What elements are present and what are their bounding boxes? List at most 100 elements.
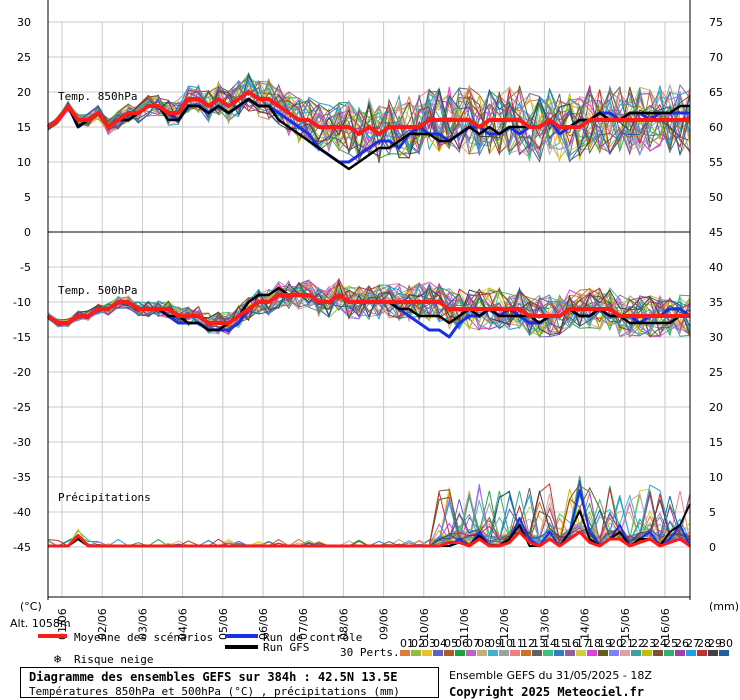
mean-legend-swatch bbox=[38, 634, 67, 638]
pert-id-label: 30 bbox=[719, 637, 733, 650]
pert-id-label: 21 bbox=[620, 637, 634, 650]
pert-color-swatch bbox=[510, 650, 520, 656]
date-tick-label: 15/06 bbox=[619, 608, 632, 640]
chart-subtitle: Températures 850hPa et 500hPa (°C) , pré… bbox=[29, 685, 400, 698]
gfs-legend-swatch bbox=[225, 645, 258, 649]
date-tick-label: 06/06 bbox=[257, 608, 270, 640]
right-tick-label: 10 bbox=[709, 471, 723, 484]
pert-id-label: 23 bbox=[642, 637, 656, 650]
pert-color-swatch bbox=[444, 650, 454, 656]
date-tick-label: 09/06 bbox=[378, 608, 391, 640]
member-850-line bbox=[47, 72, 691, 155]
mean-500-line bbox=[46, 293, 690, 325]
run-info: Ensemble GEFS du 31/05/2025 - 18Z bbox=[449, 669, 652, 682]
pert-color-swatch bbox=[499, 650, 509, 656]
panel-label: Temp. 850hPa bbox=[58, 90, 137, 103]
left-tick-label: 0 bbox=[24, 226, 31, 239]
date-tick-label: 03/06 bbox=[136, 608, 149, 640]
pert-color-swatch bbox=[587, 650, 597, 656]
pert-color-swatch bbox=[675, 650, 685, 656]
pert-color-swatch bbox=[422, 650, 432, 656]
perts-label: 30 Perts. bbox=[340, 646, 400, 659]
pert-id-label: 16 bbox=[565, 637, 579, 650]
pert-color-swatch bbox=[466, 650, 476, 656]
pert-id-label: 09 bbox=[488, 637, 502, 650]
pert-id-label: 03 bbox=[422, 637, 436, 650]
pert-color-swatch bbox=[521, 650, 531, 656]
pert-color-swatch bbox=[455, 650, 465, 656]
pert-id-label: 29 bbox=[708, 637, 722, 650]
date-tick-label: 10/06 bbox=[418, 608, 431, 640]
right-tick-label: 20 bbox=[709, 401, 723, 414]
pert-color-swatch bbox=[576, 650, 586, 656]
pert-id-label: 25 bbox=[664, 637, 678, 650]
pert-id-label: 27 bbox=[686, 637, 700, 650]
pert-id-label: 20 bbox=[609, 637, 623, 650]
left-tick-label: -40 bbox=[13, 506, 31, 519]
right-unit-label: (mm) bbox=[709, 600, 739, 613]
right-tick-label: 55 bbox=[709, 156, 723, 169]
left-tick-label: 5 bbox=[24, 191, 31, 204]
right-tick-label: 15 bbox=[709, 436, 723, 449]
main-series bbox=[46, 90, 691, 548]
snow-legend-label: Risque neige bbox=[74, 653, 153, 666]
left-unit-label: (°C) bbox=[20, 600, 42, 613]
left-tick-label: -20 bbox=[13, 366, 31, 379]
pert-id-label: 14 bbox=[543, 637, 557, 650]
right-tick-label: 60 bbox=[709, 121, 723, 134]
pert-id-label: 19 bbox=[598, 637, 612, 650]
left-tick-label: 25 bbox=[17, 51, 31, 64]
left-tick-label: 20 bbox=[17, 86, 31, 99]
date-tick-label: 05/06 bbox=[217, 608, 230, 640]
pert-color-swatch bbox=[565, 650, 575, 656]
pert-id-label: 02 bbox=[411, 637, 425, 650]
date-tick-label: 11/06 bbox=[458, 608, 471, 640]
pert-color-swatch bbox=[411, 650, 421, 656]
gfs-legend-label: Run GFS bbox=[263, 641, 309, 654]
pert-color-swatch bbox=[620, 650, 630, 656]
pert-id-label: 05 bbox=[444, 637, 458, 650]
left-tick-label: -25 bbox=[13, 401, 31, 414]
pert-id-label: 06 bbox=[455, 637, 469, 650]
left-tick-label: -30 bbox=[13, 436, 31, 449]
right-tick-label: 75 bbox=[709, 16, 723, 29]
left-tick-label: -15 bbox=[13, 331, 31, 344]
pert-id-label: 18 bbox=[587, 637, 601, 650]
pert-id-label: 28 bbox=[697, 637, 711, 650]
pert-color-swatch bbox=[433, 650, 443, 656]
pert-id-label: 24 bbox=[653, 637, 667, 650]
pert-id-label: 11 bbox=[510, 637, 524, 650]
left-tick-label: 30 bbox=[17, 16, 31, 29]
left-tick-label: -35 bbox=[13, 471, 31, 484]
date-tick-label: 12/06 bbox=[498, 608, 511, 640]
left-tick-label: 15 bbox=[17, 121, 31, 134]
mean-precip-line bbox=[48, 530, 691, 548]
panel-label: Temp. 500hPa bbox=[58, 284, 137, 297]
pert-color-swatch bbox=[609, 650, 619, 656]
panel-label: Précipitations bbox=[58, 491, 151, 504]
right-tick-label: 35 bbox=[709, 296, 723, 309]
right-tick-label: 50 bbox=[709, 191, 723, 204]
left-tick-label: 10 bbox=[17, 156, 31, 169]
chart-labels: 302520151050-5-10-15-20-25-30-35-40-4575… bbox=[10, 16, 739, 640]
left-tick-label: -45 bbox=[13, 541, 31, 554]
pert-id-label: 22 bbox=[631, 637, 645, 650]
mean-legend-label: Moyenne des scénarios bbox=[74, 631, 213, 644]
member-500-line bbox=[47, 282, 691, 336]
date-tick-label: 16/06 bbox=[659, 608, 672, 640]
snowflake-icon: ❄ bbox=[53, 653, 62, 666]
pert-color-swatch bbox=[642, 650, 652, 656]
right-tick-label: 45 bbox=[709, 226, 723, 239]
date-tick-label: 08/06 bbox=[337, 608, 350, 640]
pert-color-swatch bbox=[532, 650, 542, 656]
pert-id-label: 17 bbox=[576, 637, 590, 650]
control-legend-swatch bbox=[225, 634, 258, 638]
pert-id-label: 04 bbox=[433, 637, 447, 650]
pert-color-swatch bbox=[488, 650, 498, 656]
date-tick-label: 14/06 bbox=[579, 608, 592, 640]
pert-id-label: 12 bbox=[521, 637, 535, 650]
right-tick-label: 70 bbox=[709, 51, 723, 64]
pert-color-swatch bbox=[664, 650, 674, 656]
chart-frame bbox=[47, 0, 691, 600]
